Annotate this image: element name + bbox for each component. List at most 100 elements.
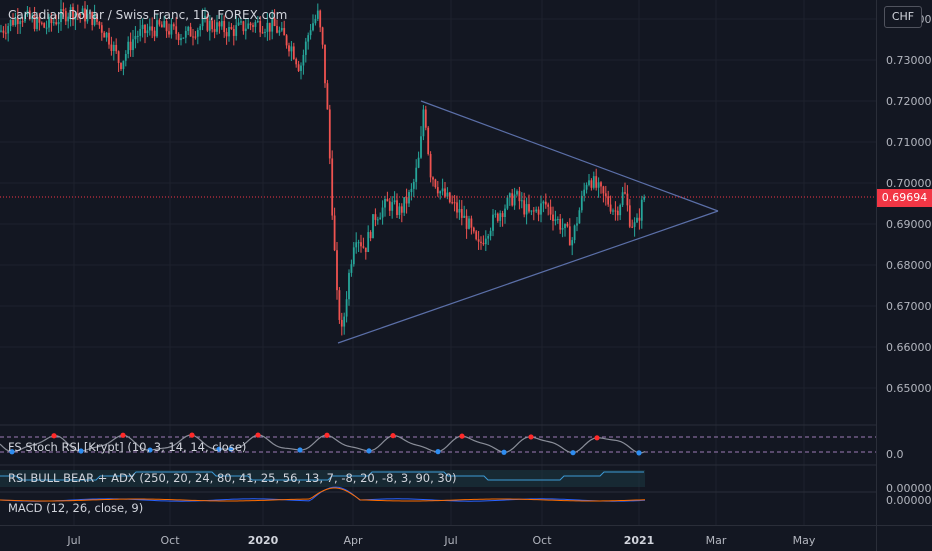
candle-body: [276, 25, 278, 33]
candle-body: [156, 20, 158, 37]
candle-body: [400, 206, 403, 213]
candle-body: [340, 319, 343, 327]
candle-body: [388, 201, 391, 211]
stoch-overbought-dot: [189, 432, 195, 438]
candle-body: [295, 59, 298, 65]
candle-body: [7, 26, 10, 34]
candle-body: [230, 26, 233, 30]
candle-body: [640, 199, 643, 221]
candle-body: [494, 213, 497, 215]
last-price-tag: 0.69694: [877, 189, 932, 207]
candle-body: [580, 195, 583, 211]
stoch-oversold-dot: [636, 450, 642, 456]
candle-body: [206, 15, 209, 31]
candle-body: [103, 32, 106, 38]
price-tick: 0.67000: [886, 300, 932, 313]
candle-body: [26, 10, 29, 15]
stoch-overbought-dot: [594, 435, 600, 441]
candle-body: [530, 210, 533, 212]
currency-button[interactable]: CHF: [884, 6, 922, 28]
candle-body: [264, 31, 266, 33]
candle-body: [492, 214, 494, 231]
candle-body: [444, 188, 446, 197]
candle-body: [460, 209, 463, 218]
time-tick: 2021: [623, 534, 655, 547]
candle-body: [252, 25, 254, 27]
candle-body: [60, 9, 62, 23]
candle-body: [559, 218, 562, 230]
price-tick: 0.70000: [886, 177, 932, 190]
chart-canvas[interactable]: [0, 0, 876, 525]
stoch-overbought-dot: [459, 433, 465, 439]
candle-body: [199, 26, 202, 31]
candle-body: [163, 21, 166, 28]
candle-body: [302, 54, 305, 66]
candle-body: [403, 197, 406, 213]
axis-corner: [876, 525, 932, 551]
candle-body: [482, 242, 485, 245]
candle-body: [28, 10, 31, 19]
candle-body: [242, 21, 245, 32]
candle-body: [465, 215, 468, 229]
candle-body: [508, 193, 511, 198]
time-tick: Jul: [444, 534, 458, 547]
stoch-oversold-dot: [435, 449, 441, 455]
candle-body: [292, 46, 295, 60]
price-axis[interactable]: 0.74000 0.73000 0.72000 0.71000 0.70000 …: [876, 0, 932, 525]
candle-body: [331, 158, 334, 216]
candle-body: [566, 223, 569, 227]
candle-body: [609, 204, 612, 212]
candle-body: [643, 196, 646, 200]
candle-body: [583, 189, 586, 196]
candle-body: [244, 28, 247, 32]
price-tick: 0.68000: [886, 259, 932, 272]
candle-body: [314, 18, 317, 24]
chart-plot-area[interactable]: [0, 0, 876, 525]
candle-body: [600, 182, 602, 187]
candle-body: [588, 180, 590, 185]
candle-body: [328, 109, 331, 159]
candle-body: [21, 21, 24, 23]
candle-body: [544, 201, 547, 205]
candle-body: [120, 62, 122, 70]
candle-body: [343, 316, 346, 327]
candle-body: [614, 210, 617, 212]
candle-body: [434, 179, 437, 188]
candle-body: [633, 222, 636, 227]
candle-body: [237, 22, 240, 26]
candle-body: [211, 21, 214, 30]
candle-body: [24, 14, 26, 22]
time-tick: Mar: [705, 534, 727, 547]
candle-body: [55, 22, 58, 25]
candle-body: [50, 17, 53, 24]
candle-body: [225, 32, 228, 37]
candle-body: [504, 208, 506, 218]
candle-body: [115, 44, 118, 52]
candle-body: [636, 217, 638, 223]
candle-body: [391, 202, 394, 211]
candle-body: [638, 217, 641, 221]
macd-axis-tick: 0.00000: [886, 494, 932, 507]
candle-body: [132, 39, 134, 51]
candle-body: [290, 46, 293, 52]
candle-body: [184, 30, 187, 38]
candle-body: [160, 24, 163, 28]
candle-body: [424, 109, 427, 128]
candle-body: [31, 16, 34, 19]
candle-body: [604, 193, 607, 197]
candle-body: [511, 193, 514, 206]
candle-body: [223, 21, 226, 33]
candle-body: [535, 209, 538, 212]
candle-body: [561, 228, 564, 230]
candle-body: [628, 205, 631, 227]
candle-body: [417, 157, 420, 168]
candle-body: [134, 35, 137, 40]
time-axis[interactable]: Jul Oct 2020 Apr Jul Oct 2021 Mar May: [0, 525, 876, 551]
candle-body: [336, 250, 338, 291]
candle-body: [297, 64, 300, 71]
stoch-oversold-dot: [570, 450, 576, 456]
candle-body: [451, 202, 454, 204]
candle-body: [537, 209, 540, 215]
candle-body: [235, 25, 238, 36]
